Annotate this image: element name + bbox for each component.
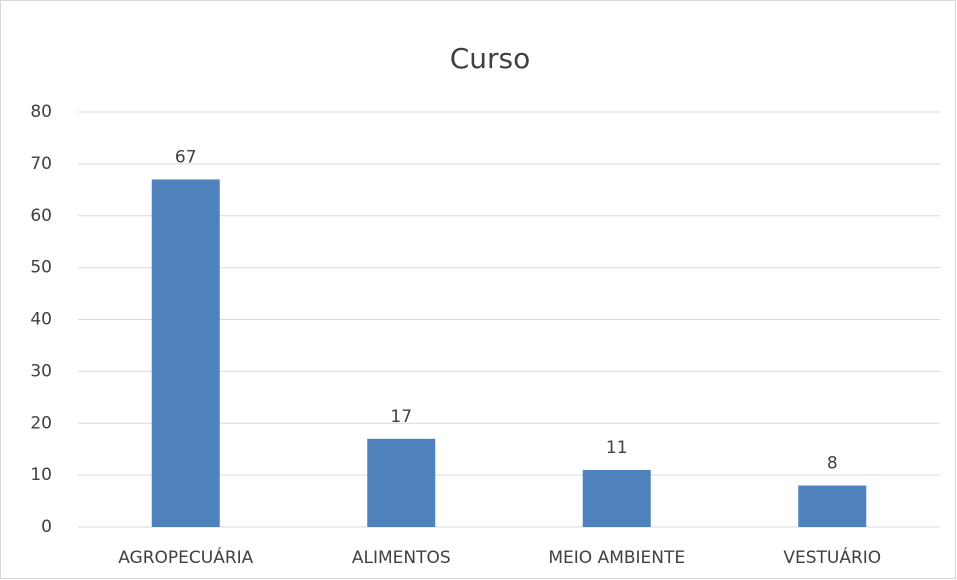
x-tick-label: MEIO AMBIENTE: [548, 548, 685, 568]
data-label: 67: [175, 147, 197, 167]
data-label: 11: [606, 438, 628, 458]
y-tick-label: 20: [30, 413, 52, 433]
x-tick-label: VESTUÁRIO: [783, 546, 881, 568]
x-tick-label: ALIMENTOS: [352, 548, 451, 568]
y-tick-label: 10: [30, 465, 52, 485]
y-tick-label: 30: [30, 361, 52, 381]
y-tick-label: 0: [41, 517, 52, 537]
bar: [151, 179, 220, 527]
bar: [582, 469, 651, 527]
y-tick-label: 80: [30, 102, 52, 122]
data-label: 17: [390, 407, 412, 427]
y-tick-label: 50: [30, 258, 52, 278]
bar: [798, 485, 867, 527]
x-tick-label: AGROPECUÁRIA: [118, 546, 253, 568]
bar: [367, 438, 436, 527]
data-label: 8: [827, 454, 838, 474]
y-tick-label: 40: [30, 310, 52, 330]
y-tick-label: 60: [30, 206, 52, 226]
chart-title: Curso: [450, 42, 531, 75]
y-tick-label: 70: [30, 154, 52, 174]
